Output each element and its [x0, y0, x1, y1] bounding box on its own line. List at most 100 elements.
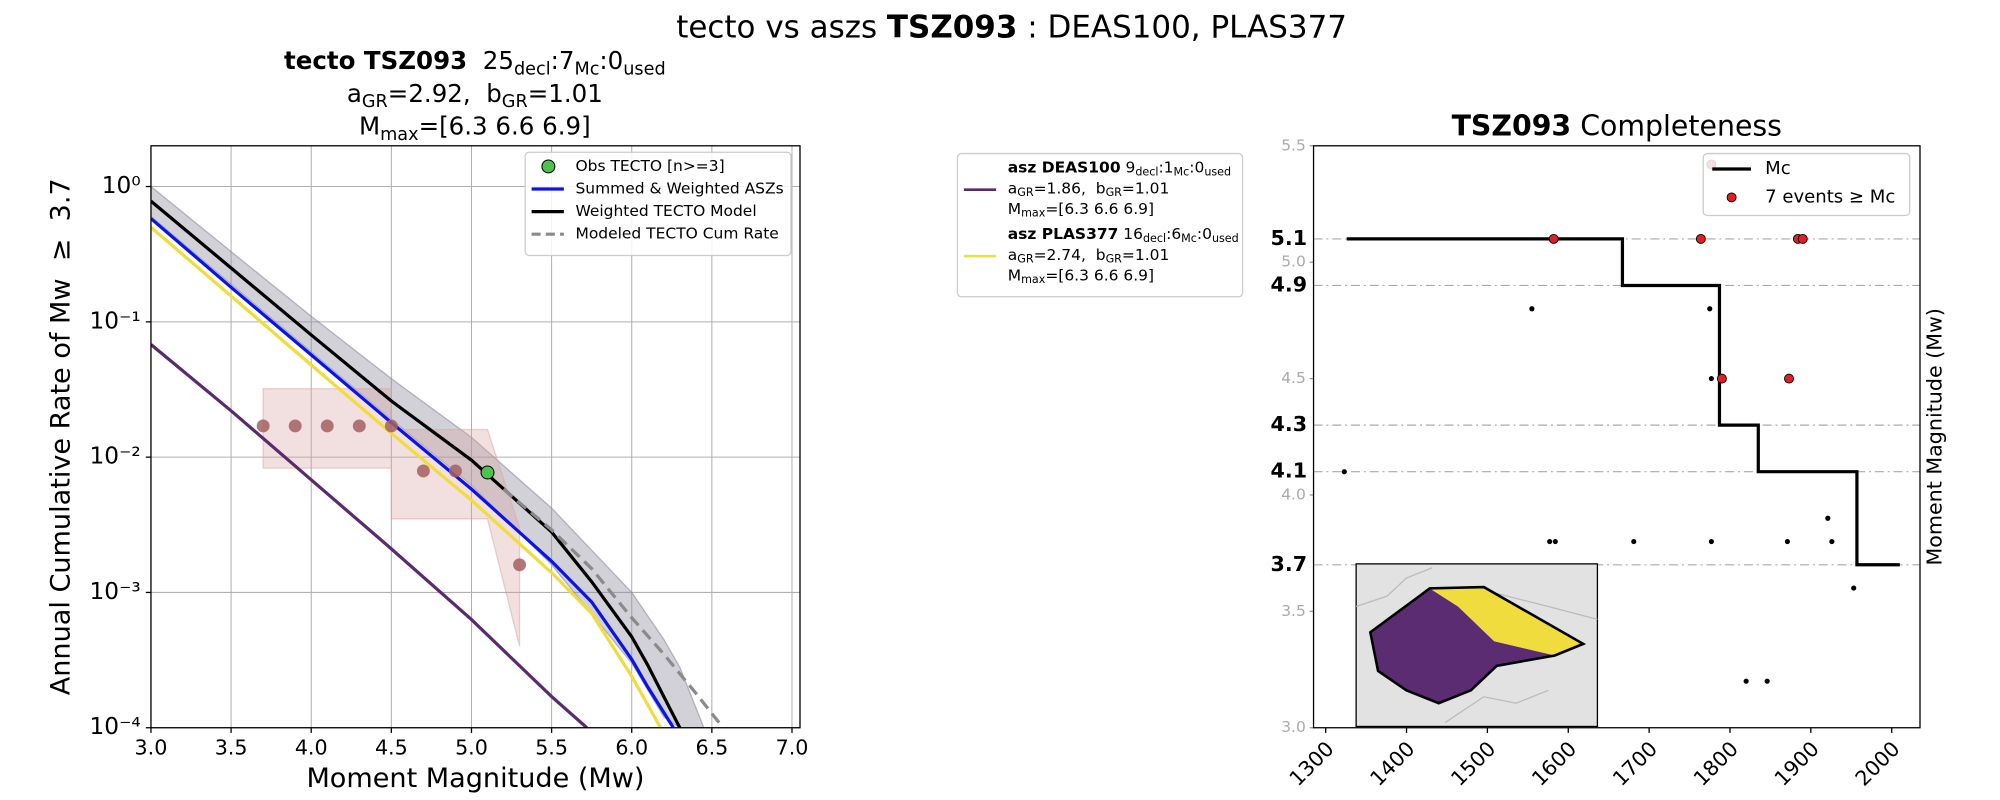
legend-label-part: =[6.3 6.6 6.9] [1045, 200, 1154, 218]
legend-label-part: max [1021, 207, 1046, 220]
y-tick-label: 10⁰ [102, 172, 141, 199]
legend-label-part: :0 [1197, 225, 1212, 243]
data-point [1825, 515, 1831, 521]
x-tick-label: 3.5 [215, 735, 248, 759]
y-tick-label: 10⁻⁴ [90, 713, 141, 740]
x-tick-label: 1500 [1446, 737, 1500, 791]
legend-label-part: M [1008, 200, 1021, 218]
series-line [150, 217, 675, 728]
chart-title-part: tecto TSZ093 [284, 46, 467, 75]
data-point [449, 464, 462, 478]
data-point [1695, 233, 1706, 244]
data-point [1341, 469, 1347, 475]
figure-title-part: tecto vs aszs [676, 9, 887, 45]
chart-title-part: =2.92, b [388, 79, 502, 108]
figure-title-part: TSZ093 [887, 9, 1017, 45]
data-point [1764, 678, 1770, 684]
x-tick-label: 5.5 [535, 735, 568, 759]
x-tick-label: 3.0 [135, 735, 168, 759]
legend-label-part: a [1008, 245, 1017, 263]
chart-title-part: M [359, 112, 380, 141]
legend-label-part: Mc [1181, 232, 1197, 245]
legend-label-part: max [1021, 273, 1046, 286]
data-point [288, 419, 302, 433]
legend-label-part: decl [1135, 165, 1158, 178]
chart-title-part: used [623, 59, 665, 79]
data-point [1547, 538, 1553, 545]
mc-tick-label: 4.3 [1271, 412, 1308, 436]
y-tick-label: 4.0 [1281, 485, 1306, 503]
figure-title-part: : DEAS100, PLAS377 [1017, 9, 1347, 45]
x-tick-label: 1800 [1689, 737, 1743, 791]
x-tick-label: 6.0 [615, 735, 648, 759]
data-point [1708, 538, 1714, 545]
data-point [1552, 538, 1558, 545]
data-point [320, 419, 334, 433]
data-point [1851, 585, 1857, 591]
legend-label-part: GR [1017, 186, 1034, 199]
x-tick-label: 2000 [1851, 737, 1905, 791]
legend-label-part: used [1212, 232, 1239, 245]
legend-label: asz DEAS100 9decl:1Mc:0used [1008, 158, 1231, 178]
legend-label: aGR=1.86, bGR=1.01 [1008, 179, 1170, 199]
legend-label: Weighted TECTO Model [575, 202, 756, 220]
plot-layer [1341, 159, 1900, 684]
legend-label-part: =1.86, b [1034, 179, 1106, 197]
x-tick-label: 1900 [1770, 737, 1824, 791]
legend-label-part: Mc [1174, 165, 1190, 178]
chart-title-part: :7 [551, 46, 575, 75]
y-tick-label: 10⁻² [90, 443, 141, 470]
y-tick-label: 3.0 [1281, 718, 1306, 736]
data-point [1743, 678, 1749, 684]
chart-title: TSZ093 Completeness [1452, 110, 1782, 143]
data-point [1548, 233, 1559, 244]
chart-title-part: GR [502, 92, 528, 112]
legend-label-part: decl [1143, 232, 1166, 245]
legend-label-part: :0 [1189, 158, 1204, 176]
series-line [150, 226, 662, 728]
x-tick-label: 1300 [1285, 737, 1339, 791]
plot-frame [150, 145, 801, 729]
step-line [1346, 237, 1900, 567]
x-tick-label: 4.0 [295, 735, 328, 759]
legend-label-part: =[6.3 6.6 6.9] [1045, 266, 1154, 284]
data-point [352, 419, 366, 433]
y-tick-label: 10⁻¹ [90, 307, 141, 334]
inset-map [1355, 563, 1599, 728]
legend-label-part: :1 [1158, 158, 1173, 176]
legend-label: Mc [1765, 158, 1791, 179]
legend-label-part: =1.01 [1122, 245, 1169, 263]
y-tick-label: 4.5 [1281, 369, 1306, 387]
chart-title: tecto TSZ093 25decl:7Mc:0used [284, 46, 666, 79]
data-point [1716, 373, 1727, 384]
chart-title-part: max [380, 125, 418, 145]
chart-title-part: GR [362, 92, 388, 112]
legend-label-part: M [1008, 266, 1021, 284]
chart-title-part: Mc [574, 59, 599, 79]
legend-label-part: asz PLAS377 [1008, 225, 1119, 243]
data-point [1797, 233, 1808, 244]
figure-title: tecto vs aszs TSZ093 : DEAS100, PLAS377 [676, 9, 1347, 45]
chart-title-part: =1.01 [528, 79, 603, 108]
data-point [480, 465, 495, 480]
chart-title-part: TSZ093 [1452, 110, 1572, 143]
x-axis-label: Moment Magnitude (Mw) [306, 763, 644, 794]
x-tick-label: 5.0 [455, 735, 488, 759]
legend-label-part: 9 [1121, 158, 1136, 176]
legend-label: Summed & Weighted ASZs [575, 180, 783, 198]
chart-title-part: =[6.3 6.6 6.9] [419, 112, 591, 141]
data-point [416, 464, 430, 478]
y-tick-label: 5.5 [1281, 136, 1306, 154]
y-tick-label: 5.0 [1281, 253, 1306, 271]
data-point [513, 558, 527, 572]
mc-tick-label: 4.9 [1271, 272, 1308, 296]
plot-frame [1312, 145, 1921, 729]
chart-title-part: 25 [467, 46, 514, 75]
x-tick-label: 1400 [1365, 737, 1419, 791]
mc-tick-label: 3.7 [1271, 552, 1308, 576]
observation-band [262, 388, 521, 647]
legend-label-part: 16 [1118, 225, 1143, 243]
x-axis-label: Year [1589, 797, 1634, 800]
legend-label-part: :6 [1166, 225, 1181, 243]
